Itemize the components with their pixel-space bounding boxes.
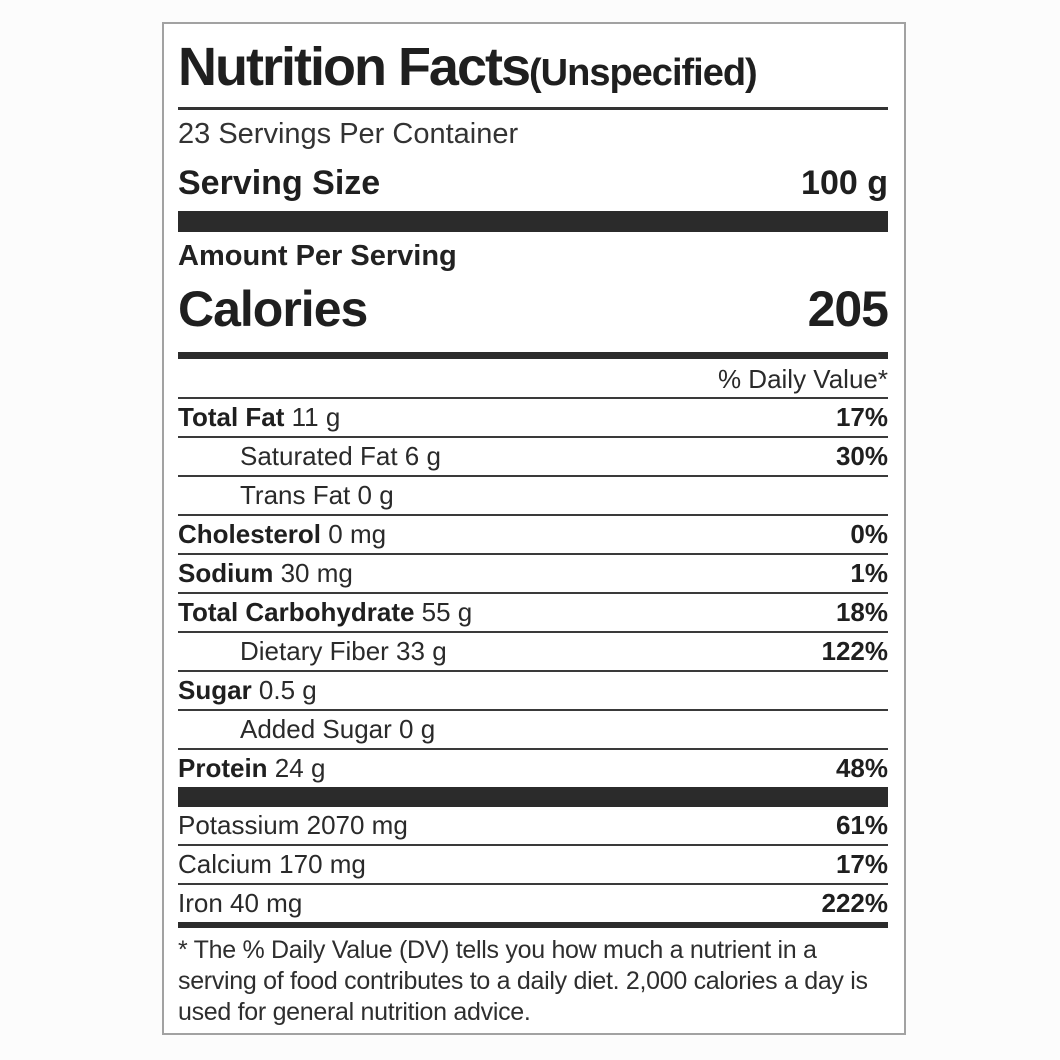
nutrient-row: Trans Fat 0 g <box>178 475 888 514</box>
nutrient-daily-value: 30% <box>835 441 888 471</box>
nutrient-row: Total Carbohydrate 55 g 18% <box>178 592 888 631</box>
nutrient-row: Protein 24 g 48% <box>178 748 888 787</box>
calories-divider <box>178 352 888 359</box>
nutrient-daily-value: 222% <box>821 888 889 918</box>
nutrient-row: Sodium 30 mg 1% <box>178 553 888 592</box>
nutrient-name: Sodium <box>178 558 274 588</box>
nutrient-row: Saturated Fat 6 g 30% <box>178 436 888 475</box>
nutrient-name: Total Carbohydrate <box>178 597 415 627</box>
footnote-divider <box>178 922 888 928</box>
nutrient-name: Added Sugar <box>240 714 392 744</box>
nutrient-row: Dietary Fiber 33 g 122% <box>178 631 888 670</box>
nutrient-daily-value: 122% <box>821 636 889 666</box>
title-divider <box>178 107 888 110</box>
nutrient-row: Potassium 2070 mg 61% <box>178 807 888 844</box>
nutrient-amount: 30 mg <box>273 558 353 588</box>
serving-size-row: Serving Size 100 g <box>178 164 888 202</box>
nutrient-name-amount: Sodium 30 mg <box>178 559 353 588</box>
label-title-suffix: (Unspecified) <box>529 52 758 94</box>
nutrient-name-amount: Sugar 0.5 g <box>178 676 317 705</box>
nutrient-amount: 11 g <box>284 402 341 432</box>
nutrient-amount: 24 g <box>267 753 326 783</box>
nutrient-name-amount: Cholesterol 0 mg <box>178 520 386 549</box>
nutrient-row: Total Fat 11 g 17% <box>178 397 888 436</box>
nutrient-amount: 2070 mg <box>299 810 408 840</box>
nutrient-name: Potassium <box>178 810 300 840</box>
nutrient-amount: 0 g <box>350 480 394 510</box>
serving-size-value: 100 g <box>801 164 888 202</box>
nutrient-name-amount: Iron 40 mg <box>178 889 302 918</box>
nutrient-name-amount: Dietary Fiber 33 g <box>178 637 447 666</box>
nutrient-amount: 40 mg <box>222 888 303 918</box>
nutrition-facts-label: Nutrition Facts (Unspecified) 23 Servings… <box>162 22 906 1035</box>
nutrient-row: Sugar 0.5 g <box>178 670 888 709</box>
daily-value-footnote: * The % Daily Value (DV) tells you how m… <box>178 936 868 1026</box>
nutrient-row: Cholesterol 0 mg 0% <box>178 514 888 553</box>
serving-size-label: Serving Size <box>178 164 381 202</box>
nutrient-amount: 0.5 g <box>251 675 317 705</box>
nutrient-name-amount: Calcium 170 mg <box>178 850 366 879</box>
nutrient-daily-value: 18% <box>835 597 888 627</box>
nutrient-row: Iron 40 mg 222% <box>178 883 888 922</box>
nutrient-name-amount: Total Carbohydrate 55 g <box>178 598 472 627</box>
nutrient-name-amount: Total Fat 11 g <box>178 403 340 432</box>
nutrients-table: Total Fat 11 g 17% Saturated Fat 6 g 30%… <box>178 397 888 787</box>
nutrient-row: Calcium 170 mg 17% <box>178 844 888 883</box>
nutrient-daily-value: 1% <box>850 558 888 588</box>
nutrient-name: Cholesterol <box>178 519 322 549</box>
nutrient-daily-value: 61% <box>835 810 888 840</box>
nutrient-daily-value: 17% <box>835 849 888 879</box>
nutrient-name: Iron <box>178 888 223 918</box>
nutrient-amount: 170 mg <box>271 849 366 879</box>
nutrient-daily-value: 0% <box>850 519 888 549</box>
nutrient-amount: 6 g <box>397 441 441 471</box>
nutrient-amount: 55 g <box>414 597 473 627</box>
calories-label: Calories <box>178 281 368 337</box>
label-title-row: Nutrition Facts (Unspecified) <box>178 32 888 98</box>
daily-value-header: % Daily Value* <box>717 364 888 394</box>
amount-per-serving-label: Amount Per Serving <box>178 240 457 272</box>
calories-value: 205 <box>807 281 889 337</box>
calories-row: Calories 205 <box>178 281 889 337</box>
nutrient-name: Trans Fat <box>240 480 351 510</box>
minerals-table: Potassium 2070 mg 61% Calcium 170 mg 17%… <box>178 807 888 922</box>
nutrient-amount: 33 g <box>388 636 447 666</box>
nutrient-name: Sugar <box>178 675 252 705</box>
section-divider-bar <box>178 211 888 232</box>
nutrient-amount: 0 g <box>391 714 436 744</box>
servings-per-container: 23 Servings Per Container <box>178 118 519 150</box>
label-title: Nutrition Facts <box>178 37 531 97</box>
nutrient-name: Dietary Fiber <box>240 636 389 666</box>
nutrient-name-amount: Saturated Fat 6 g <box>178 442 441 471</box>
nutrient-name: Calcium <box>178 849 272 879</box>
nutrient-daily-value: 17% <box>835 402 888 432</box>
nutrient-amount: 0 mg <box>321 519 387 549</box>
nutrient-name-amount: Added Sugar 0 g <box>178 715 435 744</box>
nutrient-name-amount: Potassium 2070 mg <box>178 811 408 840</box>
nutrient-name: Total Fat <box>178 402 285 432</box>
nutrient-name-amount: Trans Fat 0 g <box>178 481 394 510</box>
nutrient-name: Saturated Fat <box>240 441 398 471</box>
nutrient-name: Protein <box>178 753 268 783</box>
section-divider-bar <box>178 787 888 807</box>
nutrient-daily-value: 48% <box>835 753 888 783</box>
nutrient-name-amount: Protein 24 g <box>178 754 325 783</box>
nutrient-row: Added Sugar 0 g <box>178 709 888 748</box>
